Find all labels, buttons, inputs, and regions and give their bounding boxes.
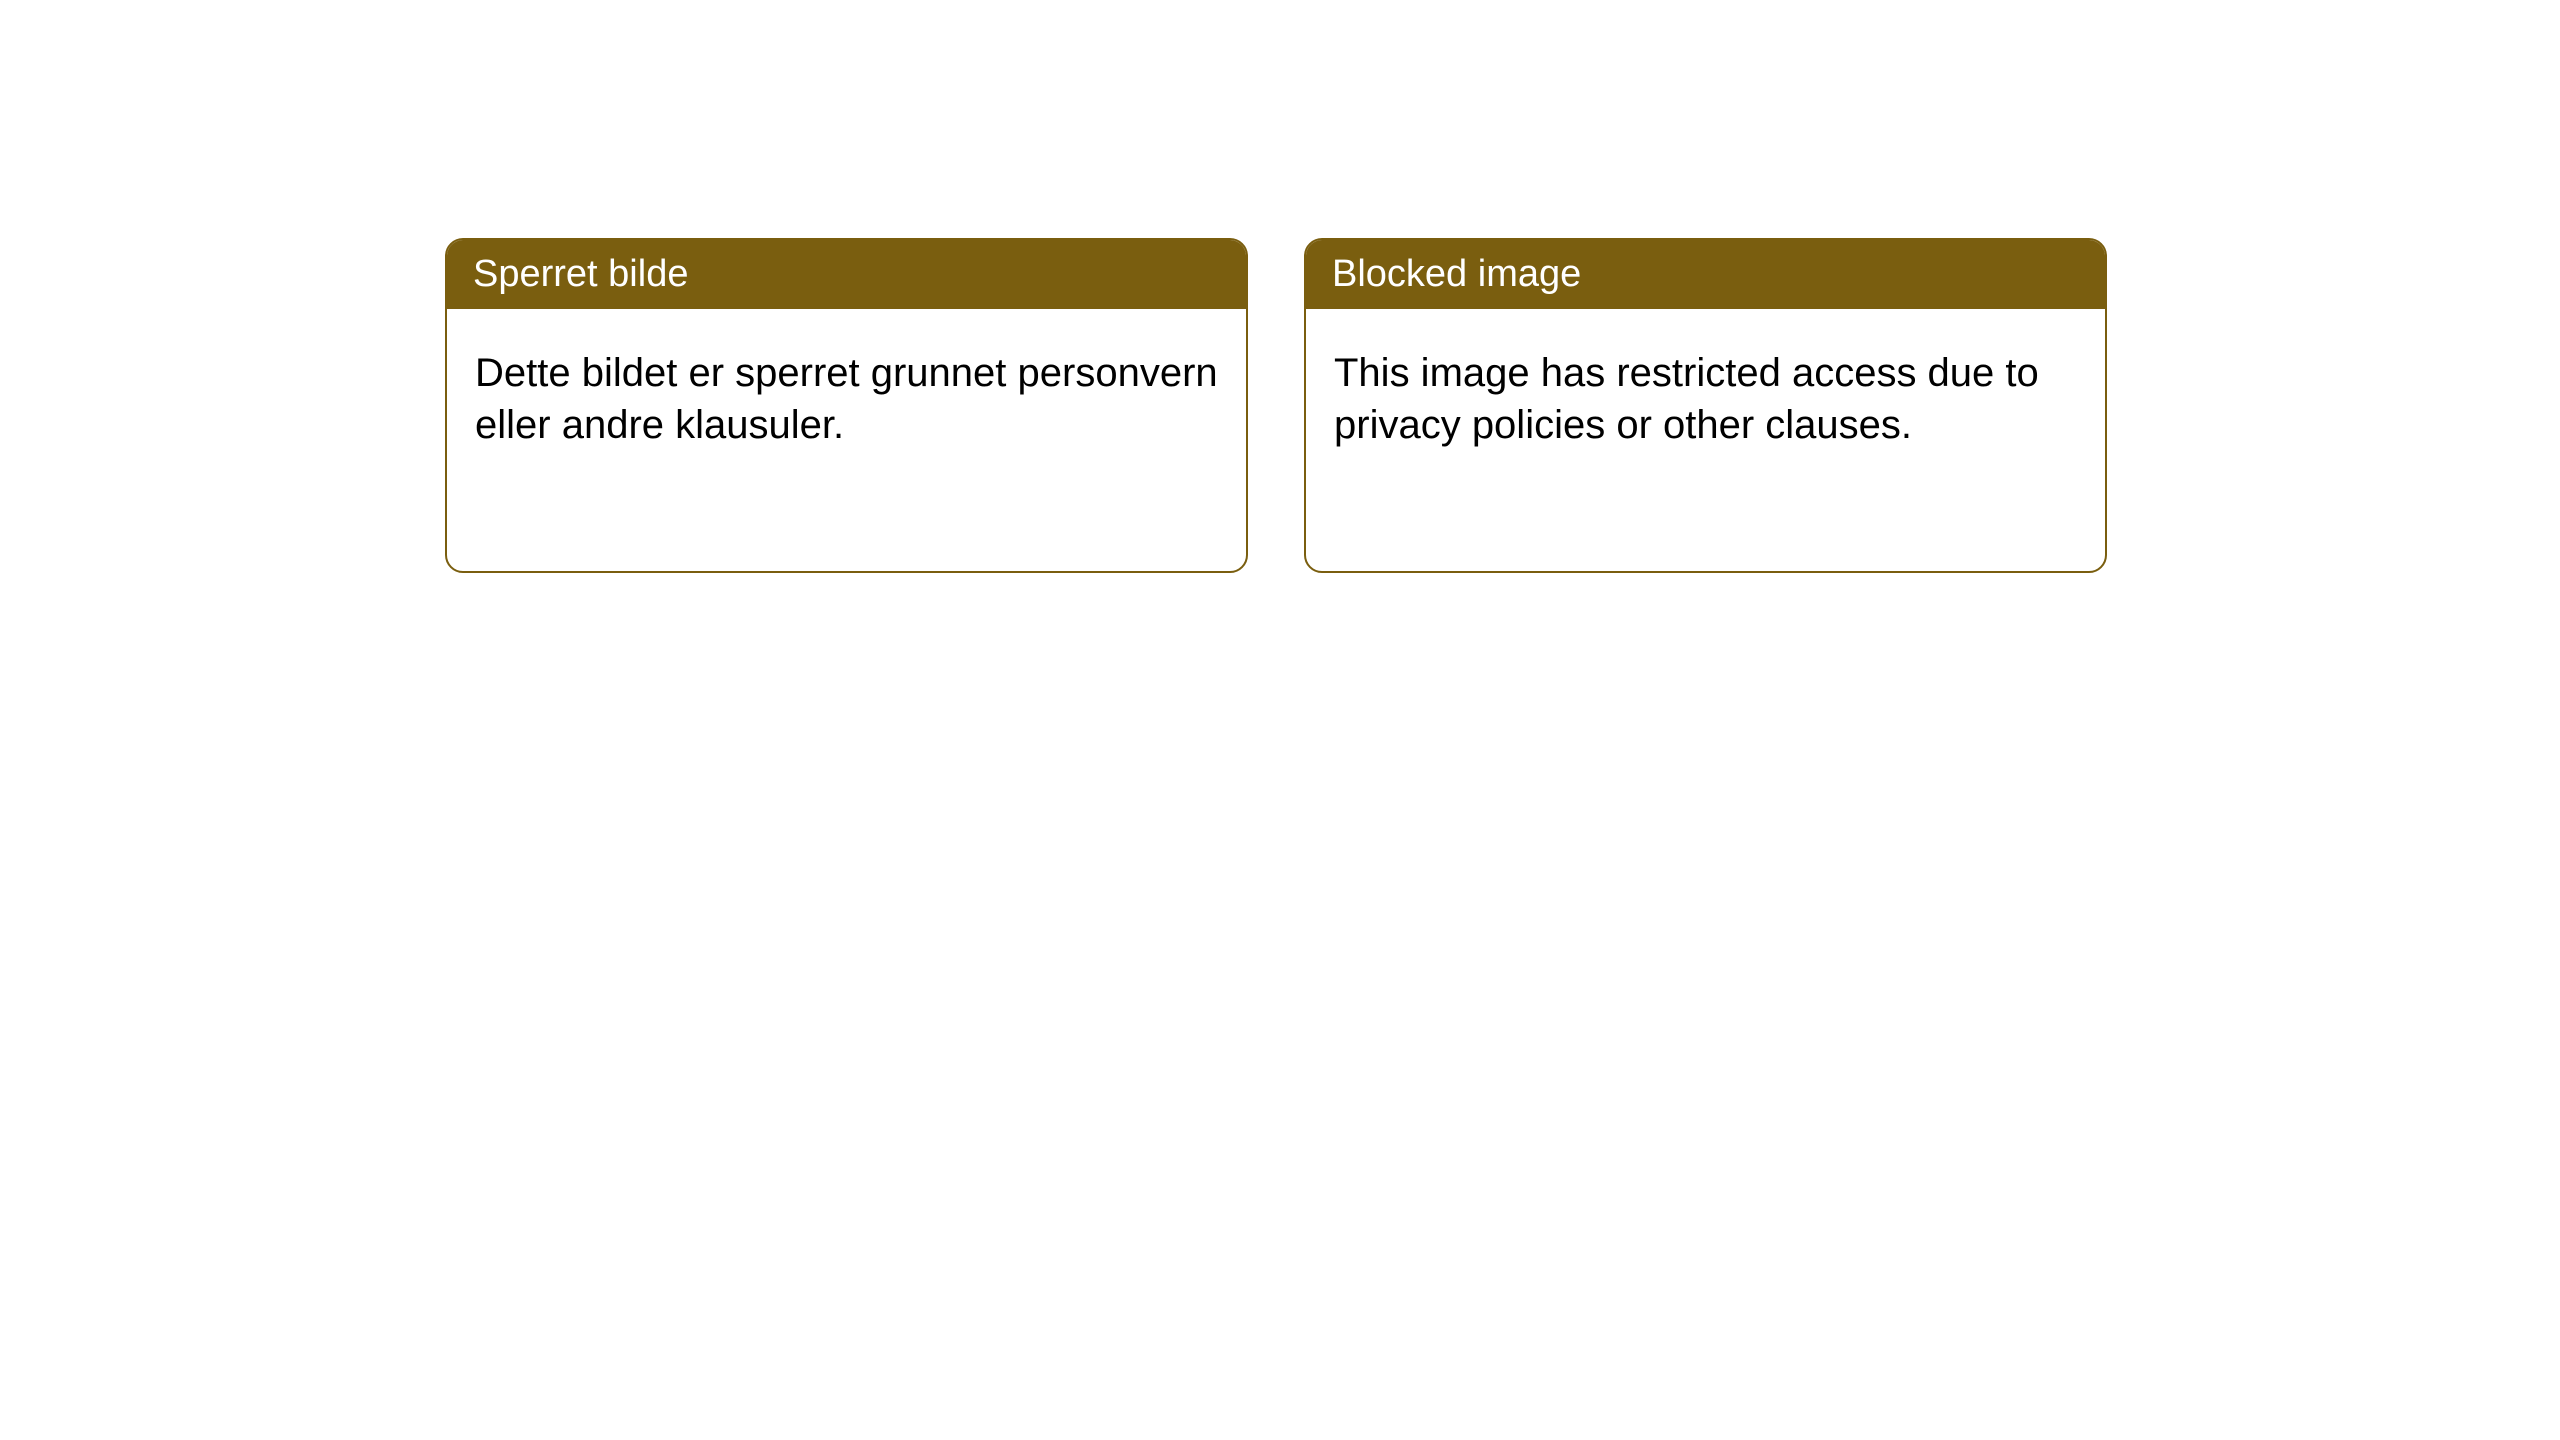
notice-body: Dette bildet er sperret grunnet personve… (447, 309, 1246, 489)
notice-box-norwegian: Sperret bilde Dette bildet er sperret gr… (445, 238, 1248, 573)
notice-header: Sperret bilde (447, 240, 1246, 309)
notice-body: This image has restricted access due to … (1306, 309, 2105, 489)
notice-header: Blocked image (1306, 240, 2105, 309)
notice-box-english: Blocked image This image has restricted … (1304, 238, 2107, 573)
notice-container: Sperret bilde Dette bildet er sperret gr… (0, 0, 2560, 573)
